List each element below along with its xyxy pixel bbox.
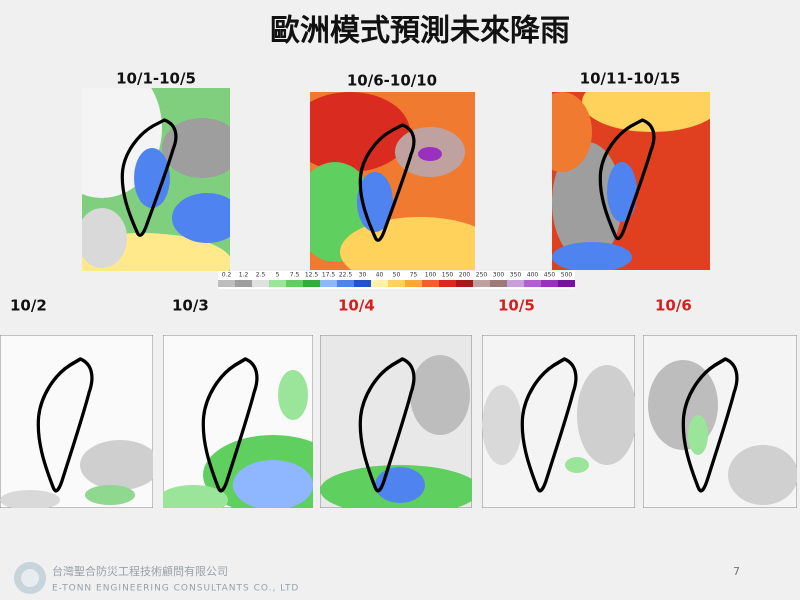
scale-swatch <box>405 280 422 287</box>
panel-label: 10/2 <box>10 297 47 315</box>
scale-label: 22.5 <box>339 272 353 279</box>
scale-swatch <box>286 280 303 287</box>
rain-map <box>320 335 472 508</box>
scale-swatch <box>218 280 235 287</box>
scale-label: 0.2 <box>222 272 232 279</box>
scale-label: 500 <box>561 272 573 279</box>
scale-label: 40 <box>376 272 384 279</box>
scale-swatch <box>439 280 456 287</box>
scale-label: 50 <box>393 272 401 279</box>
scale-label: 12.5 <box>305 272 319 279</box>
scale-label: 100 <box>425 272 437 279</box>
scale-swatch <box>473 280 490 287</box>
scale-label: 1.2 <box>239 272 249 279</box>
rain-map <box>310 92 475 270</box>
scale-label: 7.5 <box>290 272 300 279</box>
color-scale: 0.2 1.2 2.5 5 7.5 12.5 17.5 22.5 30 40 50 75 100 150 2… <box>218 271 575 289</box>
scale-swatch <box>422 280 439 287</box>
scale-label: 17.5 <box>322 272 336 279</box>
panel-label: 10/6-10/10 <box>347 72 437 90</box>
rain-map <box>82 88 230 271</box>
scale-swatch <box>252 280 269 287</box>
panel-label: 10/4 <box>338 297 375 315</box>
rain-map <box>552 92 710 270</box>
scale-swatch <box>524 280 541 287</box>
panel-label: 10/11-10/15 <box>580 70 681 88</box>
panel-label: 10/1-10/5 <box>116 70 196 88</box>
scale-swatch <box>490 280 507 287</box>
scale-label: 75 <box>410 272 418 279</box>
scale-swatch <box>456 280 473 287</box>
scale-swatch <box>303 280 320 287</box>
panel-label: 10/6 <box>655 297 692 315</box>
scale-swatch <box>235 280 252 287</box>
slide-title: 歐洲模式預測未來降雨 <box>270 14 570 49</box>
scale-swatch <box>269 280 286 287</box>
rain-map <box>0 335 153 508</box>
scale-swatch <box>507 280 524 287</box>
scale-label: 30 <box>359 272 367 279</box>
scale-label: 5 <box>276 272 280 279</box>
scale-label: 150 <box>442 272 454 279</box>
scale-label: 200 <box>459 272 471 279</box>
rain-map <box>482 335 635 508</box>
scale-label: 300 <box>493 272 505 279</box>
scale-swatch <box>320 280 337 287</box>
company-logo <box>21 569 39 587</box>
scale-label: 2.5 <box>256 272 266 279</box>
scale-swatch <box>541 280 558 287</box>
rain-map <box>643 335 797 508</box>
rain-map <box>163 335 313 508</box>
scale-label: 400 <box>527 272 539 279</box>
scale-label: 250 <box>476 272 488 279</box>
scale-swatch <box>371 280 388 287</box>
scale-label: 350 <box>510 272 522 279</box>
company-name-en: E-TONN ENGINEERING CONSULTANTS CO., LTD <box>52 584 299 594</box>
panel-label: 10/5 <box>498 297 535 315</box>
scale-swatch <box>337 280 354 287</box>
scale-swatch <box>388 280 405 287</box>
company-name: 台灣聖合防災工程技術顧問有限公司 <box>52 564 228 578</box>
scale-swatch <box>558 280 575 287</box>
page-number: 7 <box>733 565 740 578</box>
scale-label: 450 <box>544 272 556 279</box>
scale-swatch <box>354 280 371 287</box>
panel-label: 10/3 <box>172 297 209 315</box>
